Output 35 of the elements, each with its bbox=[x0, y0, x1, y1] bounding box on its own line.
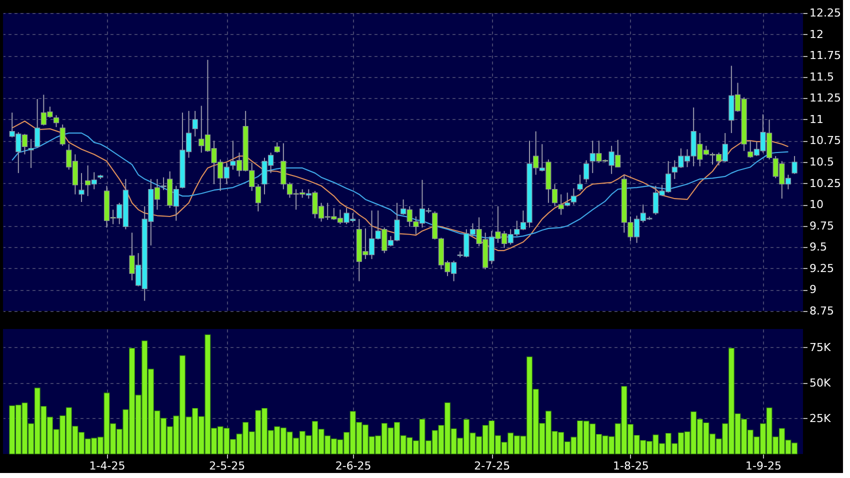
y-tick-label: 10.75 bbox=[810, 134, 841, 148]
candlestick bbox=[584, 160, 590, 183]
candlestick bbox=[28, 138, 34, 168]
x-tick-label: 2-7-25 bbox=[474, 460, 510, 472]
x-tick-label: 2-6-25 bbox=[335, 460, 372, 472]
y-tick-label: 11.5 bbox=[810, 70, 834, 84]
candlestick bbox=[274, 142, 280, 154]
x-tick-label: 1-8-25 bbox=[613, 460, 649, 472]
candlestick bbox=[60, 124, 66, 146]
y-tick-label: 25K bbox=[810, 412, 832, 425]
y-tick-label: 50K bbox=[810, 376, 832, 390]
y-tick-label: 11 bbox=[810, 112, 824, 126]
y-tick-label: 9.5 bbox=[810, 240, 827, 254]
candlestick bbox=[570, 188, 576, 206]
y-tick-label: 10 bbox=[810, 198, 824, 212]
y-tick-label: 9.25 bbox=[810, 262, 834, 275]
y-tick-label: 12.25 bbox=[810, 6, 841, 20]
y-tick-label: 8.75 bbox=[810, 304, 834, 318]
candlestick bbox=[192, 110, 198, 137]
candlestick bbox=[577, 174, 583, 192]
candlestick bbox=[792, 156, 798, 174]
candlestick bbox=[34, 98, 40, 148]
y-tick-label: 10.5 bbox=[810, 156, 834, 168]
y-tick-label: 11.75 bbox=[810, 49, 841, 62]
candlestick bbox=[53, 114, 60, 128]
x-tick-label: 1-4-25 bbox=[89, 460, 126, 472]
y-tick-label: 75K bbox=[810, 340, 832, 354]
y-tick-label: 9 bbox=[810, 283, 816, 296]
y-tick-label: 12 bbox=[810, 28, 824, 41]
y-tick-label: 11.25 bbox=[810, 92, 841, 105]
y-tick-label: 10.25 bbox=[810, 176, 841, 190]
x-tick-label: 1-9-25 bbox=[746, 460, 782, 472]
y-tick-label: 9.75 bbox=[810, 219, 834, 232]
x-tick-label: 2-5-25 bbox=[209, 460, 246, 472]
candlestick bbox=[78, 172, 84, 203]
